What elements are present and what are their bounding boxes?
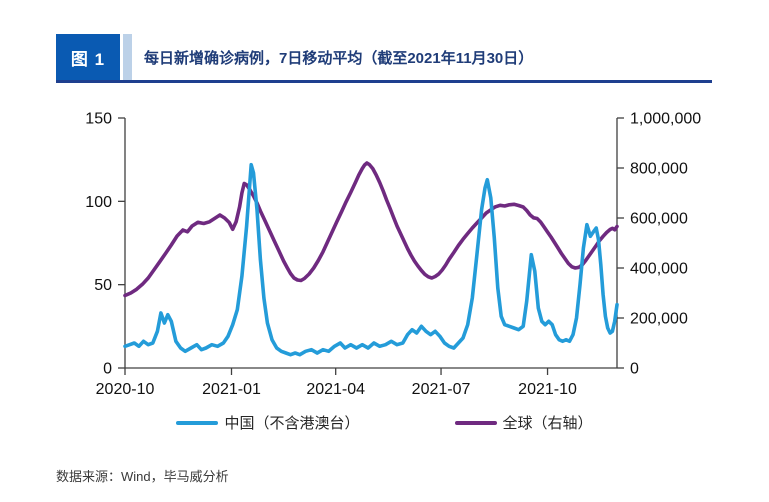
- chart-legend: 中国（不含港澳台） 全球（右轴）: [0, 412, 769, 433]
- x-axis-tick-label: 2020-10: [96, 381, 155, 398]
- china-series-line: [123, 162, 619, 357]
- right-axis-tick-label: 800,000: [630, 161, 688, 178]
- x-axis-tick-label: 2021-01: [202, 381, 261, 398]
- x-axis-tick-label: 2021-04: [306, 381, 365, 398]
- data-source-note: 数据来源：Wind，毕马威分析: [56, 469, 229, 484]
- global-line-swatch: [454, 420, 497, 425]
- legend-label-global: 全球（右轴）: [502, 415, 593, 432]
- right-axis-tick-label: 1,000,000: [630, 111, 701, 128]
- left-axis-tick-label: 100: [85, 194, 112, 211]
- legend-label-china: 中国（不含港澳台）: [224, 415, 360, 432]
- figure-tag-label: 图 1: [70, 49, 106, 69]
- right-axis-tick-label: 200,000: [630, 311, 688, 328]
- x-axis-tick-label: 2021-10: [518, 381, 577, 398]
- left-axis-tick-label: 150: [85, 111, 112, 128]
- left-axis-tick-label: 50: [94, 277, 112, 294]
- legend-item-china: 中国（不含港澳台）: [176, 412, 360, 433]
- figure-title: 每日新增确诊病例，7日移动平均（截至2021年11月30日）: [144, 49, 534, 67]
- legend-item-global: 全球（右轴）: [454, 412, 593, 433]
- right-axis-tick-label: 0: [630, 361, 639, 378]
- dual-axis-line-chart: 0 50 100 150 0 200,000 400,000 600,000 800,000 1,…: [85, 111, 701, 399]
- global-series-line: [123, 161, 619, 298]
- right-axis-tick-label: 600,000: [630, 211, 688, 228]
- left-axis-tick-label: 0: [103, 361, 112, 378]
- china-line-swatch: [176, 420, 219, 425]
- x-axis-tick-label: 2021-07: [412, 381, 471, 398]
- figure-tag-strip: [123, 34, 132, 80]
- right-axis-tick-label: 400,000: [630, 261, 688, 278]
- figure-tag: 图 1: [56, 34, 120, 80]
- figure-header: 图 1 每日新增确诊病例，7日移动平均（截至2021年11月30日）: [56, 34, 712, 83]
